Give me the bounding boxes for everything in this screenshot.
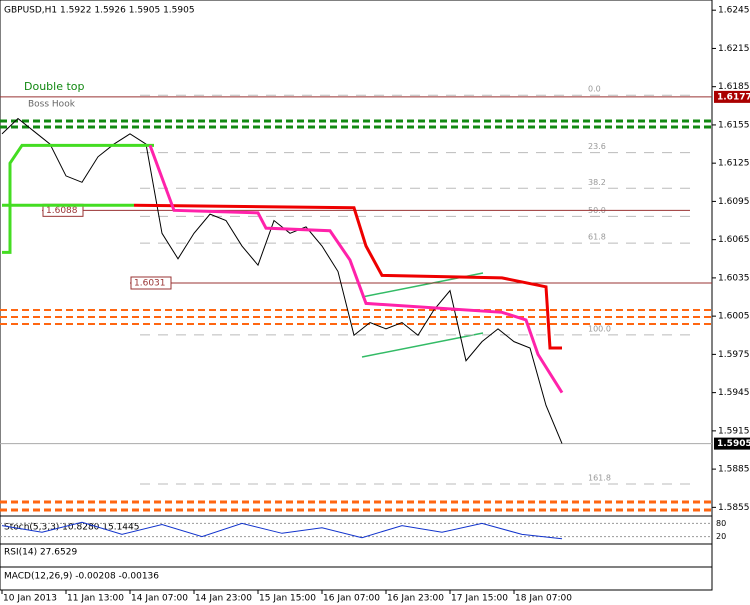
fibo-label: 161.8 xyxy=(588,474,611,483)
level-tag-label: 1.6088 xyxy=(46,206,78,216)
y-tick-label: 1.6155 xyxy=(718,120,750,130)
price-tag-label: 1.6177 xyxy=(717,92,750,102)
y-tick-label: 1.5975 xyxy=(718,350,750,360)
x-tick-label: 17 Jan 15:00 xyxy=(451,594,508,604)
price-tag-label: 1.5905 xyxy=(717,439,750,449)
y-tick-label: 1.6245 xyxy=(718,6,750,16)
x-tick-label: 15 Jan 15:00 xyxy=(259,594,316,604)
y-tick-label: 1.6215 xyxy=(718,44,750,54)
annotation: Double top xyxy=(24,80,85,93)
y-tick-label: 1.6095 xyxy=(718,197,750,207)
pane-label: Stoch(5,3,3) 10.8280 15.1445 xyxy=(4,523,139,533)
fibo-label: 100.0 xyxy=(588,324,611,333)
fibo-label: 0.0 xyxy=(588,85,601,94)
x-tick-label: 18 Jan 07:00 xyxy=(515,594,572,604)
chart-title: GBPUSD,H1 1.5922 1.5926 1.5905 1.5905 xyxy=(4,6,195,16)
y-tick-label: 1.5855 xyxy=(718,503,750,513)
x-tick-label: 16 Jan 23:00 xyxy=(387,594,444,604)
y-tick-label: 1.6035 xyxy=(718,273,750,283)
pane-label: MACD(12,26,9) -0.00208 -0.00136 xyxy=(4,572,159,582)
price-tag xyxy=(714,90,750,103)
fibo-label: 38.2 xyxy=(588,178,606,187)
pane-label: RSI(14) 27.6529 xyxy=(4,548,77,558)
stoch-line xyxy=(1,521,563,540)
series-line xyxy=(148,144,564,394)
fibo-label: 61.8 xyxy=(588,233,606,242)
series-line xyxy=(133,203,562,350)
y-tick-label: 1.5915 xyxy=(718,426,750,436)
level-tag xyxy=(130,276,172,290)
price-tag xyxy=(714,437,750,450)
y-tick-label: 1.5885 xyxy=(718,465,750,475)
y-tick-label: 1.6065 xyxy=(718,235,750,245)
series-line xyxy=(2,143,154,254)
y-tick-label: 1.6005 xyxy=(718,312,750,322)
level-tag-label: 1.6031 xyxy=(134,278,166,288)
plot-frame xyxy=(0,0,713,591)
y-tick-label: 80 xyxy=(716,519,726,528)
x-tick-label: 11 Jan 13:00 xyxy=(67,594,124,604)
fibo-label: 23.6 xyxy=(588,142,606,151)
annotation: Boss Hook xyxy=(28,100,76,110)
y-tick-label: 1.6185 xyxy=(718,82,750,92)
x-tick-label: 14 Jan 07:00 xyxy=(131,594,188,604)
series-line xyxy=(1,117,563,444)
x-tick-label: 14 Jan 23:00 xyxy=(195,594,252,604)
y-tick-label: 20 xyxy=(716,532,726,541)
y-tick-label: 1.6125 xyxy=(718,159,750,169)
y-tick-label: 1.5945 xyxy=(718,388,750,398)
x-tick-label: 16 Jan 07:00 xyxy=(323,594,380,604)
x-tick-label: 10 Jan 2013 xyxy=(3,594,57,604)
